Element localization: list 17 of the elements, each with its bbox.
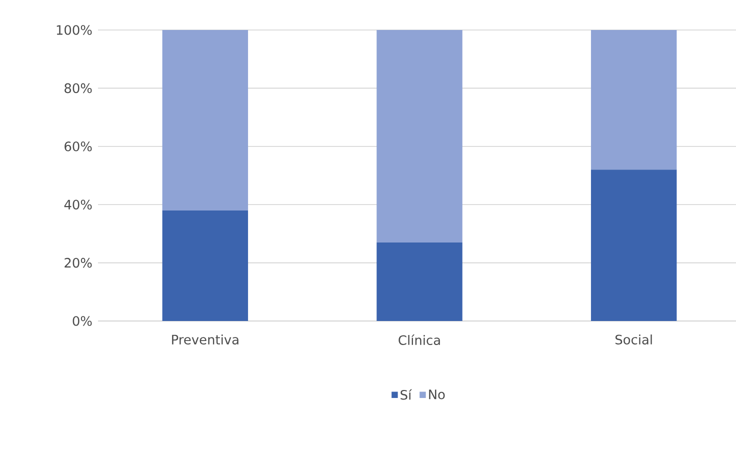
y-tick-label: 20% (64, 258, 92, 268)
y-tick-label: 80% (64, 83, 92, 94)
bar (162, 30, 248, 210)
y-tick-label: 0% (72, 316, 92, 326)
legend-label: No (429, 390, 445, 400)
bar (376, 242, 462, 321)
x-tick-label: Preventiva (172, 334, 238, 345)
x-tick-label: Clínica (398, 334, 440, 346)
bar (590, 30, 677, 170)
y-tick-label: 40% (64, 200, 92, 210)
bar (376, 30, 462, 242)
bar (590, 170, 677, 321)
y-tick-label: 100% (56, 25, 92, 35)
legend-label: Sí (400, 389, 412, 400)
bar (162, 210, 248, 321)
x-tick-label: Social (616, 334, 652, 345)
y-tick-label: 60% (64, 142, 92, 152)
